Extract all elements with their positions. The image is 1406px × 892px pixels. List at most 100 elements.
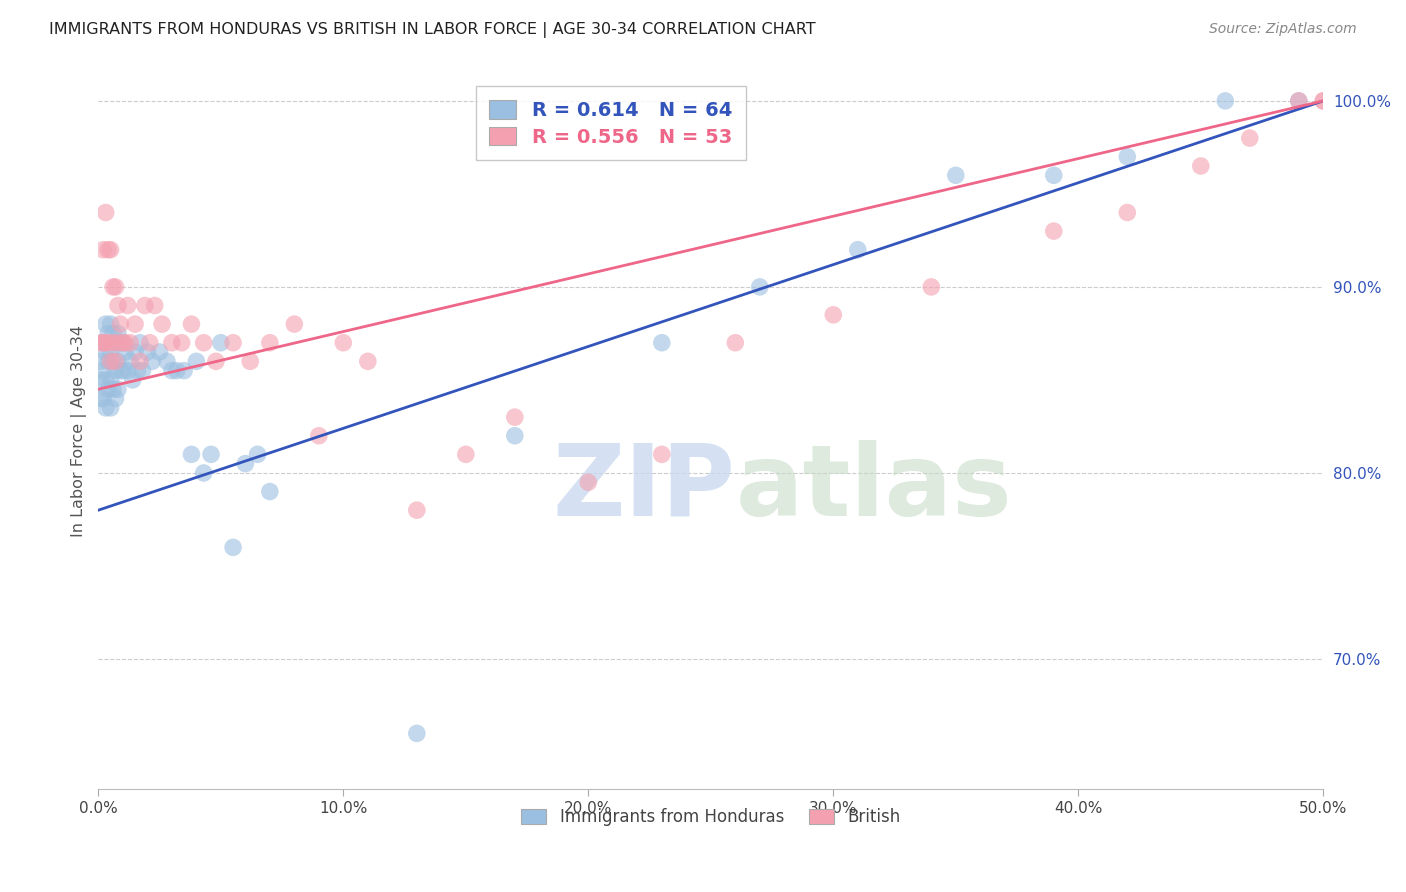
Point [100,317,122,331]
Point [239,354,262,368]
Point [121,373,143,387]
Point [107,354,129,368]
Point [1288,94,1310,108]
Point [332,335,354,350]
Point [156,354,179,368]
Point [233,457,256,471]
Point [259,484,281,499]
Point [193,466,215,480]
Point [180,317,202,331]
Point [454,447,477,461]
Point [97,354,120,368]
Point [846,243,869,257]
Point [1116,205,1139,219]
Point [114,345,136,359]
Point [170,335,193,350]
Point [180,447,202,461]
Point [166,364,188,378]
Y-axis label: In Labor Force | Age 30-34: In Labor Force | Age 30-34 [72,325,87,537]
Point [100,243,122,257]
Point [405,503,427,517]
Point [357,354,380,368]
Legend: Immigrants from Honduras, British: Immigrants from Honduras, British [513,800,908,835]
Point [1042,224,1064,238]
Point [205,354,228,368]
Point [124,317,146,331]
Point [186,354,208,368]
Point [651,447,673,461]
Point [136,345,159,359]
Point [104,354,127,368]
Point [127,364,149,378]
Point [1312,94,1334,108]
Point [1239,131,1261,145]
Point [101,326,124,341]
Point [308,429,330,443]
Text: ZIP: ZIP [553,440,735,537]
Point [283,317,305,331]
Point [259,335,281,350]
Point [94,335,117,350]
Point [1213,94,1236,108]
Text: IMMIGRANTS FROM HONDURAS VS BRITISH IN LABOR FORCE | AGE 30-34 CORRELATION CHART: IMMIGRANTS FROM HONDURAS VS BRITISH IN L… [49,22,815,38]
Point [1042,169,1064,183]
Point [91,364,114,378]
Point [94,317,117,331]
Point [90,373,112,387]
Point [149,345,172,359]
Point [209,335,232,350]
Point [97,382,120,396]
Point [94,345,117,359]
Point [748,280,770,294]
Point [222,335,245,350]
Point [94,401,117,415]
Point [945,169,967,183]
Point [90,392,112,406]
Point [107,335,129,350]
Point [91,335,114,350]
Point [117,299,139,313]
Point [110,317,132,331]
Point [160,364,183,378]
Point [139,335,162,350]
Point [503,410,526,425]
Point [97,335,120,350]
Point [222,541,245,555]
Text: Source: ZipAtlas.com: Source: ZipAtlas.com [1209,22,1357,37]
Point [120,335,142,350]
Point [193,335,215,350]
Point [724,335,747,350]
Point [114,335,136,350]
Point [111,335,134,350]
Point [143,299,166,313]
Point [246,447,269,461]
Text: atlas: atlas [735,440,1012,537]
Point [129,354,152,368]
Point [91,392,114,406]
Point [107,326,129,341]
Point [120,354,142,368]
Point [97,243,120,257]
Point [101,382,124,396]
Point [576,475,599,490]
Point [90,354,112,368]
Point [91,243,114,257]
Point [97,326,120,341]
Point [111,335,134,350]
Point [141,354,163,368]
Point [134,299,156,313]
Point [100,373,122,387]
Point [94,373,117,387]
Point [104,280,127,294]
Point [111,364,134,378]
Point [503,429,526,443]
Point [131,364,153,378]
Point [1116,150,1139,164]
Point [100,354,122,368]
Point [200,447,222,461]
Point [110,364,132,378]
Point [101,335,124,350]
Point [173,364,195,378]
Point [405,726,427,740]
Point [104,364,127,378]
